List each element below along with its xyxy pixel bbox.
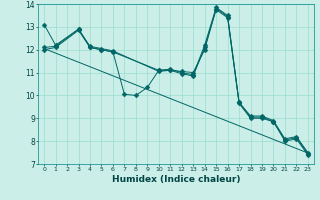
- X-axis label: Humidex (Indice chaleur): Humidex (Indice chaleur): [112, 175, 240, 184]
